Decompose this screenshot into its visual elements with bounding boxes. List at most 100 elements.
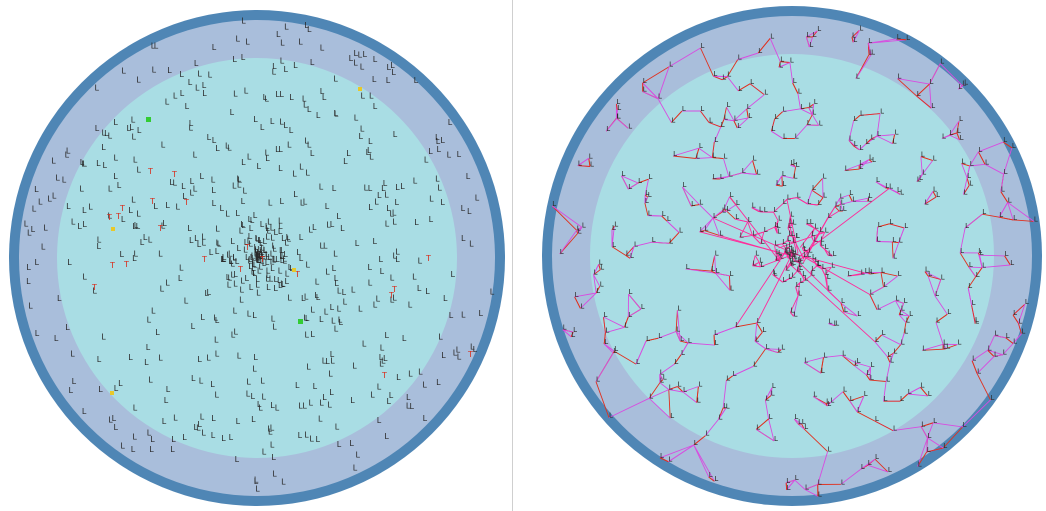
node-glyph: L [577,224,581,232]
network-link [929,84,932,109]
network-link [551,205,583,228]
node-glyph: L [908,388,912,396]
node-glyph: L [649,173,653,181]
node-glyph: L [82,407,87,416]
node-glyph: L [786,477,790,485]
node-glyph: L [349,439,354,448]
node-glyph: L [390,210,395,219]
node-glyph: L [787,235,791,243]
node-glyph: L [750,78,754,86]
network-link [754,331,763,342]
node-glyph: L [817,25,821,33]
node-glyph: L [377,191,382,200]
network-link [760,231,765,245]
network-link [646,337,659,342]
network-link [741,160,753,174]
hub-node-glyph: L [254,249,259,258]
node-glyph: L [683,386,687,394]
hub-link [794,259,804,262]
node-glyph: L [189,124,194,133]
node-glyph: L [614,220,618,228]
network-link [675,331,689,344]
hub-node-glyph: L [257,250,262,259]
network-link [718,408,727,420]
node-glyph: L [730,285,734,293]
network-link [920,156,923,175]
node-glyph: L [359,132,364,141]
node-glyph: L [893,138,897,146]
hub-node-glyph: L [251,260,256,269]
node-glyph: L [792,251,796,259]
network-link [848,194,853,202]
hub-node-glyph: L [258,236,263,245]
node-glyph: L [323,241,328,250]
node-glyph: L [699,142,703,150]
node-glyph: L [1018,317,1022,325]
network-link [801,247,804,251]
node-glyph: L [658,93,662,101]
node-glyph: L [715,339,719,347]
network-link [967,287,973,306]
node-glyph: L [243,245,248,254]
node-glyph: L [589,152,593,160]
node-glyph: L [80,158,85,167]
network-link [964,213,983,229]
network-link [644,196,649,204]
node-glyph: L [390,273,395,282]
highlight-node [111,227,115,231]
node-glyph: L [229,433,234,442]
node-glyph: L [845,165,849,173]
network-link [733,120,738,129]
hub-node-glyph: L [221,255,226,264]
node-glyph: L [304,292,309,301]
network-link [786,197,797,200]
node-glyph: L [254,477,259,486]
node-glyph: L [386,76,391,85]
node-glyph: L [381,184,386,193]
node-glyph: L [893,425,897,433]
network-link [628,308,642,318]
node-glyph: L [310,58,315,67]
node-glyph: L [794,310,798,318]
node-glyph: L [636,358,640,366]
node-glyph: L [681,349,685,357]
node-glyph: L [216,238,221,247]
node-glyph: L [897,33,901,41]
network-link [982,213,1000,218]
node-glyph: L [714,475,718,483]
node-glyph: L [215,316,220,325]
node-glyph: L [575,291,579,299]
node-glyph: L [104,129,109,138]
hub-node-glyph: L [260,220,265,229]
network-link [773,211,779,221]
node-glyph: L [793,253,797,261]
node-glyph: L [312,223,317,232]
node-glyph: L [282,256,287,265]
hub-node-glyph: L [259,246,264,255]
network-link [840,200,853,205]
node-glyph: L [253,211,258,220]
node-glyph: L [889,218,893,226]
network-link [896,38,907,41]
node-glyph: L [354,49,359,58]
network-link [770,118,776,132]
network-link [1007,202,1035,222]
network-link [733,108,748,122]
node-glyph: L [335,423,340,432]
highlight-node [298,319,303,324]
node-glyph: L [326,221,331,230]
network-link [987,349,995,357]
hub-node-glyph: L [265,275,270,284]
node-glyph: L [828,446,832,454]
node-glyph: L [571,331,575,339]
node-glyph: L [841,297,845,305]
node-glyph: L [373,102,378,111]
network-link [916,174,923,182]
node-glyph: L [872,156,876,164]
network-link [917,451,928,467]
node-glyph: L [31,225,36,234]
node-glyph: L [117,181,122,190]
network-link [570,331,574,337]
network-link [860,458,876,470]
node-glyph: L [691,200,695,208]
